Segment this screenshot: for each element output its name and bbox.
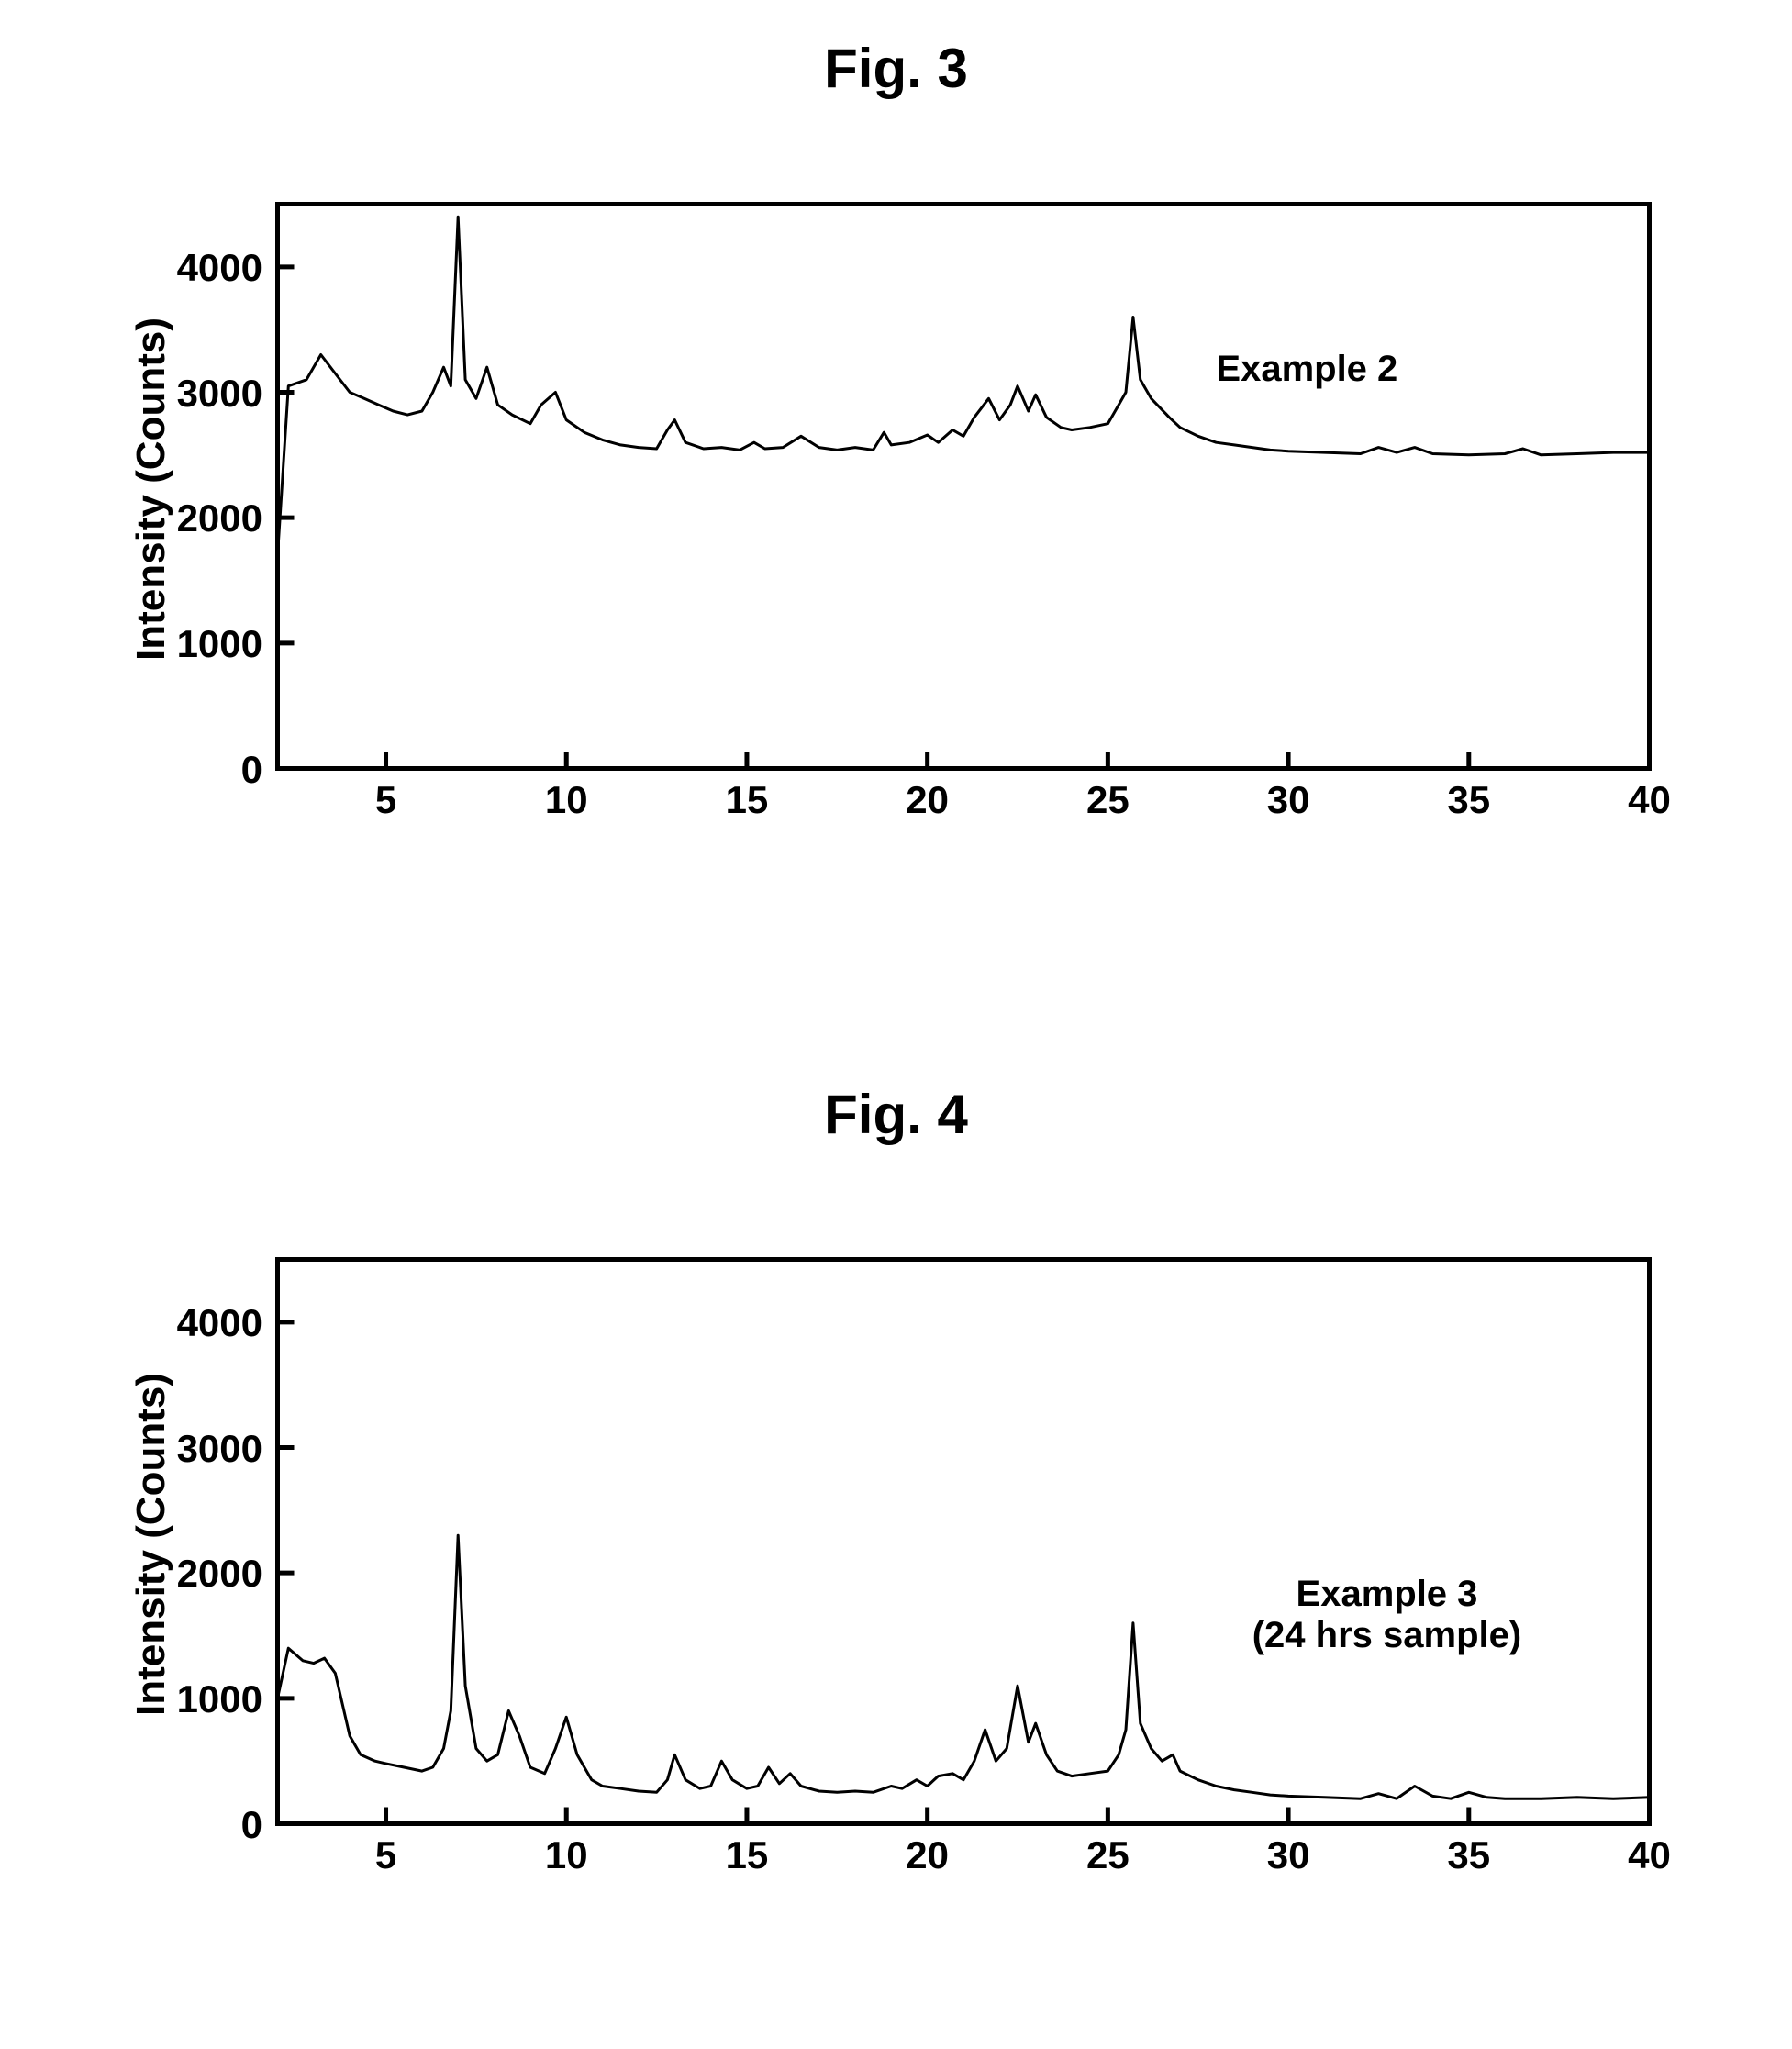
fig3-annotation: Example 2 (1216, 349, 1397, 390)
y-tick-label: 3000 (177, 1427, 262, 1471)
y-tick-label: 0 (241, 1803, 262, 1847)
fig3-title: Fig. 3 (0, 37, 1792, 100)
x-tick-label: 20 (900, 778, 955, 822)
fig4-svg (275, 1257, 1652, 1826)
fig3-ylabel: Intensity (Counts) (128, 205, 174, 774)
y-tick-label: 4000 (177, 1301, 262, 1345)
x-tick-label: 5 (359, 1833, 414, 1877)
x-tick-label: 30 (1261, 1833, 1316, 1877)
fig4-chart: Intensity (Counts) Example 3(24 hrs samp… (275, 1257, 1652, 1826)
fig4-title: Fig. 4 (0, 1083, 1792, 1146)
y-tick-label: 3000 (177, 372, 262, 416)
y-tick-label: 1000 (177, 622, 262, 666)
x-tick-label: 10 (539, 1833, 594, 1877)
x-tick-label: 35 (1441, 1833, 1497, 1877)
x-tick-label: 15 (719, 1833, 774, 1877)
x-tick-label: 20 (900, 1833, 955, 1877)
x-tick-label: 15 (719, 778, 774, 822)
x-tick-label: 10 (539, 778, 594, 822)
x-tick-label: 40 (1622, 1833, 1677, 1877)
y-tick-label: 0 (241, 748, 262, 792)
fig3-svg (275, 202, 1652, 771)
x-tick-label: 40 (1622, 778, 1677, 822)
fig4-ylabel: Intensity (Counts) (128, 1260, 174, 1829)
x-tick-label: 25 (1080, 778, 1135, 822)
y-tick-label: 1000 (177, 1677, 262, 1721)
x-tick-label: 30 (1261, 778, 1316, 822)
fig4-annotation: Example 3(24 hrs sample) (1252, 1574, 1521, 1656)
y-tick-label: 2000 (177, 1552, 262, 1596)
y-tick-label: 2000 (177, 496, 262, 540)
fig3-chart: Intensity (Counts) Example 2 51015202530… (275, 202, 1652, 771)
x-tick-label: 5 (359, 778, 414, 822)
x-tick-label: 25 (1080, 1833, 1135, 1877)
y-tick-label: 4000 (177, 246, 262, 290)
x-tick-label: 35 (1441, 778, 1497, 822)
